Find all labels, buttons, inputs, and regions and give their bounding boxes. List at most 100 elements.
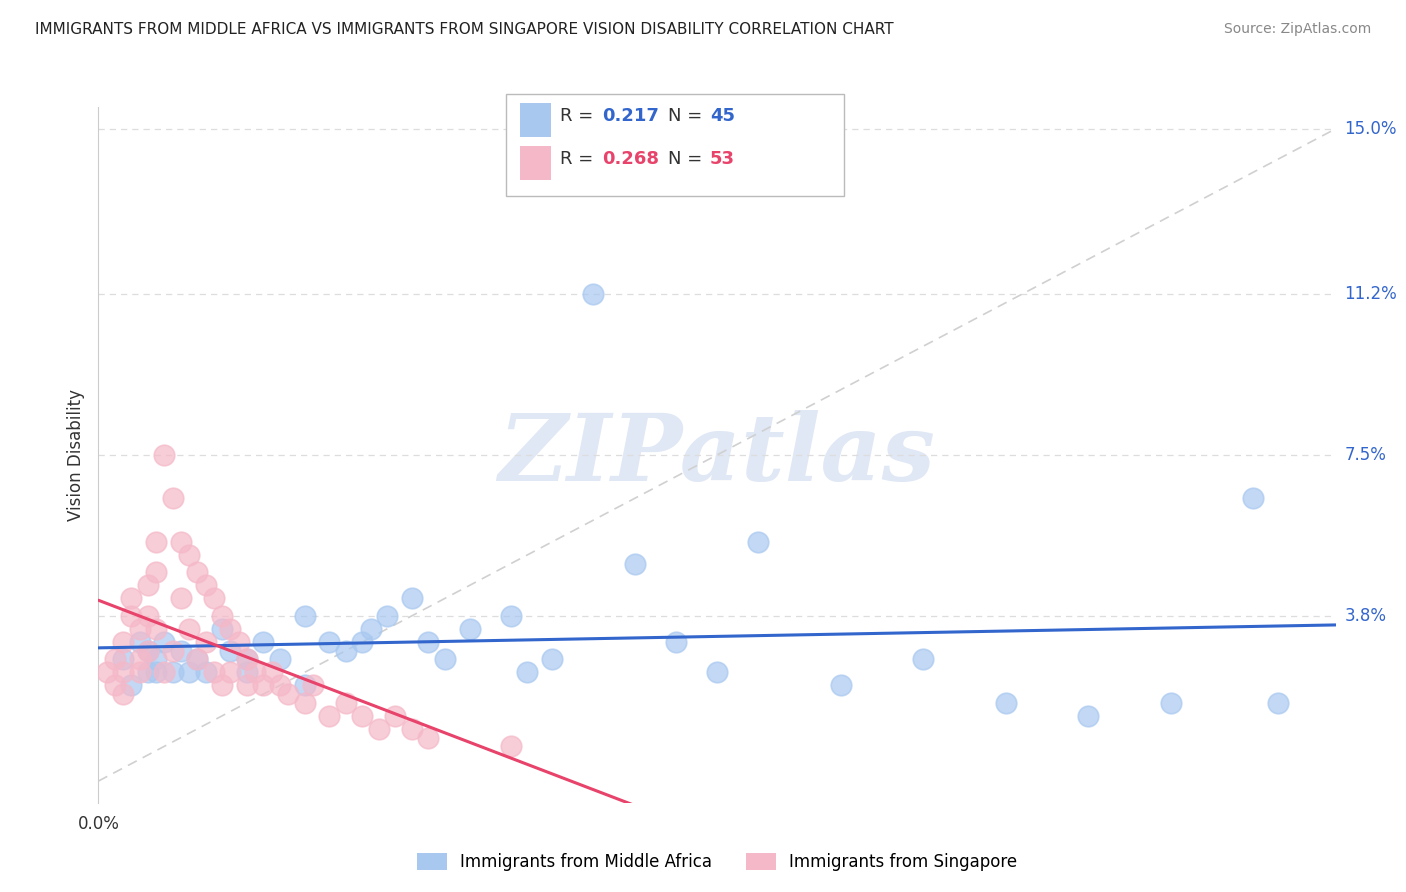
Point xyxy=(136,608,159,623)
Point xyxy=(499,608,522,623)
Point xyxy=(219,665,242,680)
Point xyxy=(236,652,259,666)
Point xyxy=(96,665,118,680)
Point xyxy=(706,665,728,680)
Text: R =: R = xyxy=(560,107,599,125)
Text: 15.0%: 15.0% xyxy=(1344,120,1396,137)
Point xyxy=(294,608,316,623)
Point xyxy=(112,687,135,701)
Point xyxy=(236,652,259,666)
Text: 7.5%: 7.5% xyxy=(1344,446,1386,464)
Text: 11.2%: 11.2% xyxy=(1344,285,1398,303)
Point xyxy=(352,708,374,723)
Point xyxy=(747,534,769,549)
Point xyxy=(302,678,325,692)
Text: 3.8%: 3.8% xyxy=(1344,607,1386,624)
Point xyxy=(153,635,176,649)
Point xyxy=(516,665,538,680)
Point xyxy=(202,665,225,680)
Text: N =: N = xyxy=(668,150,707,168)
Text: 45: 45 xyxy=(710,107,735,125)
Point xyxy=(120,608,142,623)
Point xyxy=(170,534,193,549)
Point xyxy=(211,608,233,623)
Point xyxy=(219,622,242,636)
Text: Source: ZipAtlas.com: Source: ZipAtlas.com xyxy=(1223,22,1371,37)
Point xyxy=(162,491,184,506)
Point xyxy=(318,635,340,649)
Point xyxy=(335,643,357,657)
Point xyxy=(269,678,291,692)
Point xyxy=(186,652,208,666)
Point xyxy=(136,643,159,657)
Point xyxy=(112,665,135,680)
Point xyxy=(418,731,440,745)
Point xyxy=(994,696,1017,710)
Point xyxy=(260,665,283,680)
Y-axis label: Vision Disability: Vision Disability xyxy=(66,389,84,521)
Point xyxy=(228,635,250,649)
Point xyxy=(541,652,564,666)
Point xyxy=(153,448,176,462)
Point xyxy=(112,652,135,666)
Point xyxy=(186,566,208,580)
Point xyxy=(112,635,135,649)
Point xyxy=(170,591,193,606)
Point xyxy=(145,622,167,636)
Text: 0.268: 0.268 xyxy=(602,150,659,168)
Point xyxy=(179,622,201,636)
Point xyxy=(120,591,142,606)
Text: 53: 53 xyxy=(710,150,735,168)
Text: IMMIGRANTS FROM MIDDLE AFRICA VS IMMIGRANTS FROM SINGAPORE VISION DISABILITY COR: IMMIGRANTS FROM MIDDLE AFRICA VS IMMIGRA… xyxy=(35,22,894,37)
Point xyxy=(401,591,423,606)
Point xyxy=(912,652,935,666)
Point xyxy=(269,652,291,666)
Point xyxy=(665,635,688,649)
Point xyxy=(433,652,456,666)
Text: R =: R = xyxy=(560,150,599,168)
Point xyxy=(252,635,274,649)
Point xyxy=(179,548,201,562)
Point xyxy=(145,652,167,666)
Point xyxy=(360,622,382,636)
Point xyxy=(1077,708,1099,723)
Text: ZIPatlas: ZIPatlas xyxy=(499,410,935,500)
Point xyxy=(145,665,167,680)
Point xyxy=(375,608,398,623)
Point xyxy=(162,643,184,657)
Point xyxy=(162,665,184,680)
Point xyxy=(120,678,142,692)
Point xyxy=(294,678,316,692)
Point xyxy=(104,652,127,666)
Point xyxy=(367,722,389,736)
Point xyxy=(136,665,159,680)
Point xyxy=(277,687,299,701)
Point xyxy=(499,739,522,754)
Point xyxy=(236,678,259,692)
Point xyxy=(202,591,225,606)
Point xyxy=(582,287,605,301)
Point xyxy=(128,665,150,680)
Point xyxy=(145,534,167,549)
Point xyxy=(623,557,645,571)
Point xyxy=(1267,696,1289,710)
Point xyxy=(170,643,193,657)
Point xyxy=(136,643,159,657)
Point xyxy=(1241,491,1264,506)
Point xyxy=(145,566,167,580)
Point xyxy=(128,635,150,649)
Point xyxy=(318,708,340,723)
Point xyxy=(104,678,127,692)
Point xyxy=(236,665,259,680)
Point xyxy=(136,578,159,592)
Point xyxy=(418,635,440,649)
Point xyxy=(335,696,357,710)
Point xyxy=(194,578,217,592)
Point xyxy=(458,622,481,636)
Legend: Immigrants from Middle Africa, Immigrants from Singapore: Immigrants from Middle Africa, Immigrant… xyxy=(411,847,1024,878)
Point xyxy=(243,665,266,680)
Point xyxy=(294,696,316,710)
Text: N =: N = xyxy=(668,107,707,125)
Point xyxy=(153,665,176,680)
Point xyxy=(194,635,217,649)
